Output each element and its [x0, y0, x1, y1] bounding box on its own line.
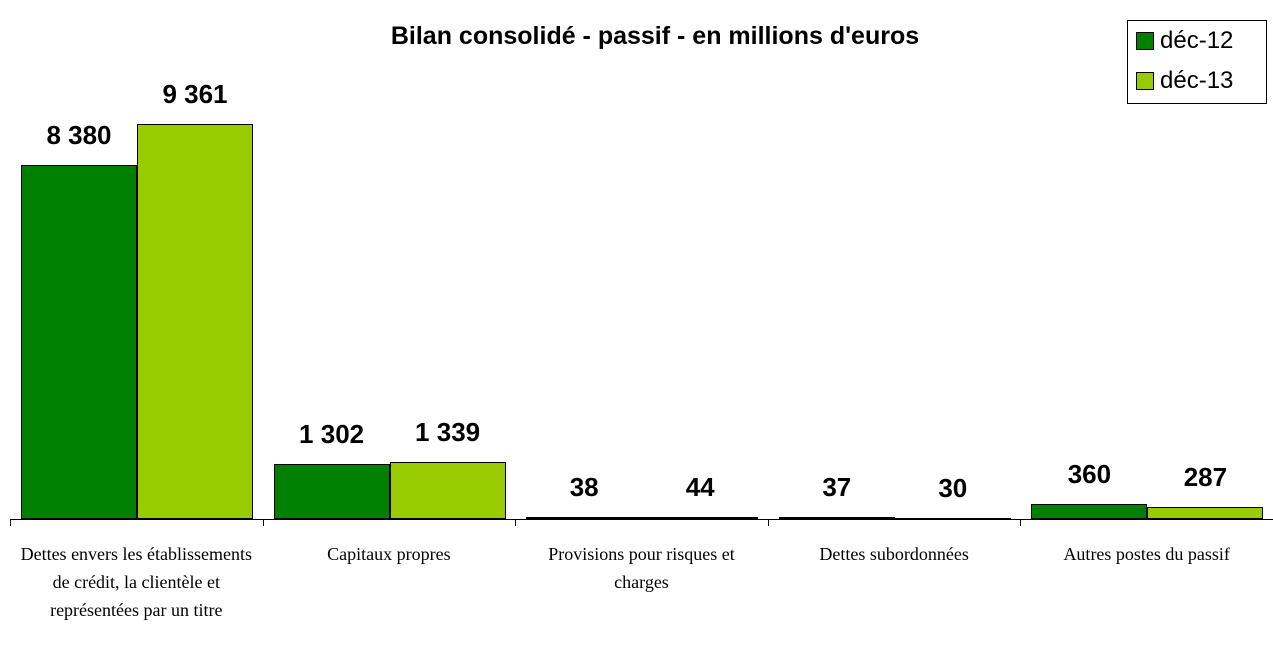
data-label: 1 302: [299, 419, 365, 450]
x-tick-label: Autres postes du passif: [1063, 544, 1230, 564]
bar: [137, 124, 253, 519]
legend: déc-12 déc-13: [1127, 20, 1267, 104]
bar: [21, 165, 137, 519]
data-label: 1 339: [415, 417, 481, 448]
bar: [1147, 506, 1264, 519]
tick-mark: [515, 519, 517, 526]
data-label: 9 361: [162, 79, 228, 109]
bar: [526, 517, 643, 520]
bar: [389, 462, 506, 519]
legend-label: déc-12: [1160, 27, 1234, 54]
legend-label: déc-13: [1160, 67, 1234, 94]
legend-swatch: [1136, 32, 1154, 50]
x-tick-label: Capitaux propres: [327, 544, 451, 564]
legend-swatch: [1136, 72, 1154, 90]
tick-mark: [767, 519, 769, 526]
data-label: 8 380: [46, 120, 112, 151]
bar: [1031, 503, 1148, 519]
data-label: 38: [569, 472, 599, 503]
data-label: 30: [938, 472, 968, 503]
data-label: 287: [1183, 461, 1228, 492]
legend-item: déc-13: [1136, 67, 1233, 95]
x-axis: [10, 519, 1273, 520]
x-tick-label: Dettes subordonnées: [819, 544, 969, 564]
data-label: 37: [822, 472, 852, 503]
bar: [273, 464, 390, 519]
bar: [894, 517, 1011, 520]
x-tick-label: Provisions pour risques et charges: [548, 544, 735, 592]
x-tick-label: Dettes envers les établissements de créd…: [20, 544, 253, 620]
data-label: 44: [685, 472, 715, 503]
data-label: 360: [1067, 458, 1112, 489]
tick-mark: [10, 519, 11, 526]
tick-mark: [262, 519, 264, 526]
tick-mark: [1020, 519, 1022, 526]
bar: [642, 517, 759, 520]
chart-title: Bilan consolidé - passif - en millions d…: [390, 22, 920, 50]
legend-item: déc-12: [1136, 27, 1233, 55]
bar: [778, 517, 895, 520]
